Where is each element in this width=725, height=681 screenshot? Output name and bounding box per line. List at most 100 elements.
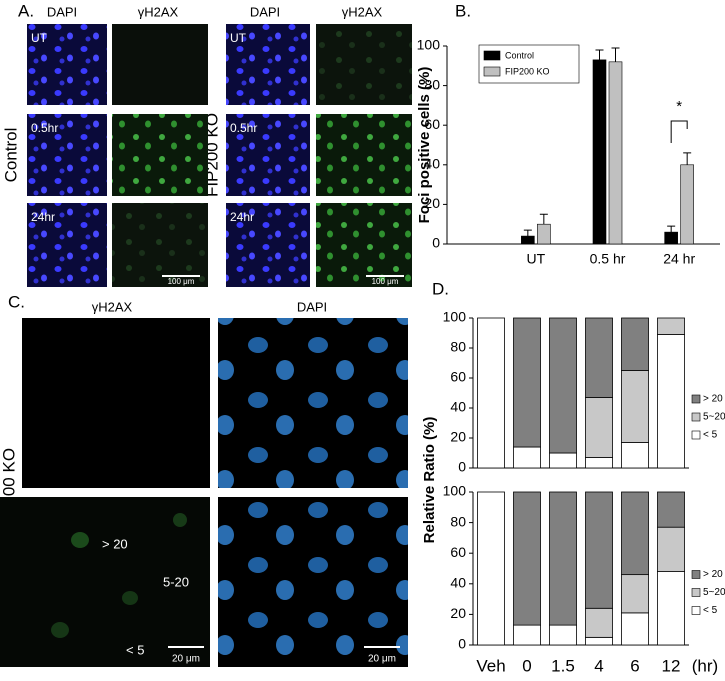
bar-segment [657, 491, 685, 528]
legend-swatch [483, 66, 501, 77]
bar-segment [585, 491, 613, 609]
bar-segment [585, 636, 613, 646]
significance-bracket [670, 120, 688, 143]
y-tick-label: 100 [443, 483, 467, 499]
legend-swatch [691, 394, 701, 404]
legend-label: 5~20 [703, 587, 725, 598]
column-label: DAPI [47, 4, 77, 19]
bar-segment [657, 571, 685, 646]
image [27, 203, 107, 287]
y-tick-label: 60 [424, 116, 440, 132]
y-tick-label: 0 [458, 459, 466, 475]
panel-label: D. [432, 279, 449, 298]
image [112, 203, 208, 287]
panel-label: A. [18, 1, 34, 20]
error-bar [539, 213, 548, 225]
y-axis-label: Foci positive cells (%) [416, 67, 433, 224]
bar-segment [621, 612, 649, 646]
row-label: UT [230, 31, 247, 45]
bar-segment [621, 491, 649, 576]
bar-segment [585, 607, 613, 638]
bar-segment [549, 491, 577, 626]
nucleus [122, 591, 138, 605]
image [316, 24, 412, 105]
error-bar [595, 49, 604, 60]
nucleus [173, 513, 187, 527]
image [316, 114, 412, 196]
annotation: < 5 [126, 642, 144, 657]
column-label: γH2AX [138, 4, 179, 19]
annotation: 5-20 [163, 574, 189, 589]
scale-label: 100 μm [168, 277, 195, 286]
row-label: 0.5hr [31, 121, 58, 135]
legend-swatch [483, 50, 501, 61]
legend-swatch [691, 430, 701, 440]
bar-segment [585, 317, 613, 398]
x-tick-label: UT [526, 251, 545, 267]
legend-label: > 20 [703, 569, 723, 580]
error-bar [523, 229, 532, 237]
bar [521, 235, 535, 245]
legend-label: > 20 [703, 394, 723, 405]
error-bar [667, 225, 676, 233]
image [0, 497, 210, 667]
bar-segment [657, 334, 685, 469]
bar [680, 164, 694, 245]
bar-segment [621, 442, 649, 469]
bar-segment [549, 317, 577, 454]
legend-label: FIP200 KO [505, 66, 550, 76]
bar-segment [621, 317, 649, 371]
y-tick-label: 20 [424, 195, 440, 211]
y-tick-label: 80 [424, 76, 440, 92]
y-tick-label: 20 [450, 429, 466, 445]
image [22, 318, 210, 488]
image [27, 24, 107, 105]
y-tick-label: 40 [424, 156, 440, 172]
group-label: Control [1, 128, 20, 183]
image [226, 24, 310, 105]
legend-label: < 5 [703, 605, 718, 616]
image [27, 114, 107, 196]
bar-segment [513, 317, 541, 448]
scale-label: 20 μm [368, 654, 396, 665]
x-tick-label: 6 [630, 656, 639, 675]
bar-segment [513, 491, 541, 626]
error-bar [611, 47, 620, 62]
annotation: * [676, 98, 682, 115]
bar [608, 61, 623, 245]
y-tick-label: 80 [450, 339, 466, 355]
row-label: 24hr [31, 210, 55, 224]
y-tick-label: 20 [450, 605, 466, 621]
bar-segment [585, 457, 613, 469]
bar-segment [513, 446, 541, 469]
y-tick-label: 100 [443, 309, 467, 325]
bar [592, 59, 607, 245]
bar-segment [477, 317, 505, 469]
y-tick-label: 40 [450, 399, 466, 415]
bar-segment [657, 526, 685, 572]
bar [537, 223, 551, 245]
x-tick-label: 0 [522, 656, 531, 675]
image [218, 318, 408, 488]
y-tick-label: 0 [432, 235, 440, 251]
bar-segment [477, 491, 505, 646]
scale-label: 100 μm [372, 277, 399, 286]
bar [664, 231, 678, 245]
bar-segment [585, 397, 613, 458]
column-label: DAPI [297, 299, 327, 314]
x-axis-label: (hr) [692, 656, 718, 675]
x-tick-label: 24 hr [663, 251, 695, 267]
y-tick-label: 40 [450, 575, 466, 591]
x-tick-label: 4 [594, 656, 603, 675]
legend-swatch [691, 606, 701, 615]
image [226, 203, 310, 287]
legend-swatch [691, 570, 701, 579]
legend-label: 5~20 [703, 412, 725, 423]
x-tick-label: 0.5 hr [590, 251, 626, 267]
image [218, 497, 408, 667]
annotation: > 20 [102, 536, 128, 551]
micrographs [0, 318, 408, 667]
bar-segment [549, 624, 577, 646]
legend-swatch [691, 412, 701, 422]
nucleus [51, 622, 69, 638]
